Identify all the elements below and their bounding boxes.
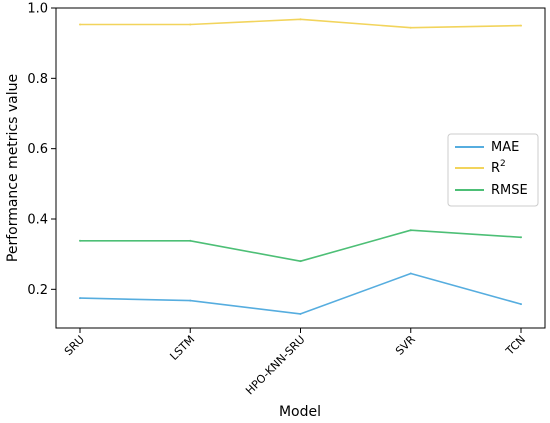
y-tick-label: 0.4: [27, 212, 48, 227]
data-point-rmse: [299, 260, 302, 263]
legend-label-r2: R2: [491, 159, 506, 176]
y-tick-label: 0.6: [27, 142, 48, 157]
x-axis-title: Model: [279, 404, 321, 420]
data-point-r2: [189, 23, 192, 26]
x-tick-label: LSTM: [167, 333, 197, 363]
x-axis: SRU LSTM HPO-KNN-SRU SVR TCN: [62, 328, 528, 397]
series-lines: [79, 18, 522, 315]
data-point-mae: [409, 272, 412, 275]
legend-box: [447, 133, 539, 207]
data-point-r2: [79, 23, 81, 26]
x-tick-label: SVR: [393, 333, 418, 358]
y-axis-title: Performance metrics value: [5, 74, 21, 262]
y-axis: 0.2 0.4 0.6 0.8 1.0: [27, 2, 56, 298]
x-tick-label: SRU: [62, 333, 87, 358]
data-point-rmse: [520, 236, 522, 239]
data-point-rmse: [409, 229, 412, 232]
data-point-mae: [520, 303, 522, 306]
legend: MAE R2 RMSE: [447, 133, 539, 207]
data-point-r2: [409, 26, 412, 29]
data-point-r2: [520, 24, 522, 27]
x-tick-label: HPO-KNN-SRU: [243, 333, 307, 397]
data-point-mae: [79, 297, 81, 300]
data-point-r2: [299, 18, 302, 21]
y-tick-label: 0.2: [27, 283, 48, 298]
x-tick-label: TCN: [503, 333, 528, 358]
data-point-rmse: [189, 239, 192, 242]
y-tick-label: 0.8: [27, 72, 48, 87]
legend-label-rmse: RMSE: [491, 183, 528, 198]
y-tick-label: 1.0: [27, 2, 48, 17]
legend-label-mae: MAE: [491, 140, 519, 155]
data-point-rmse: [79, 239, 81, 242]
data-point-mae: [189, 299, 192, 302]
data-point-mae: [299, 312, 302, 315]
